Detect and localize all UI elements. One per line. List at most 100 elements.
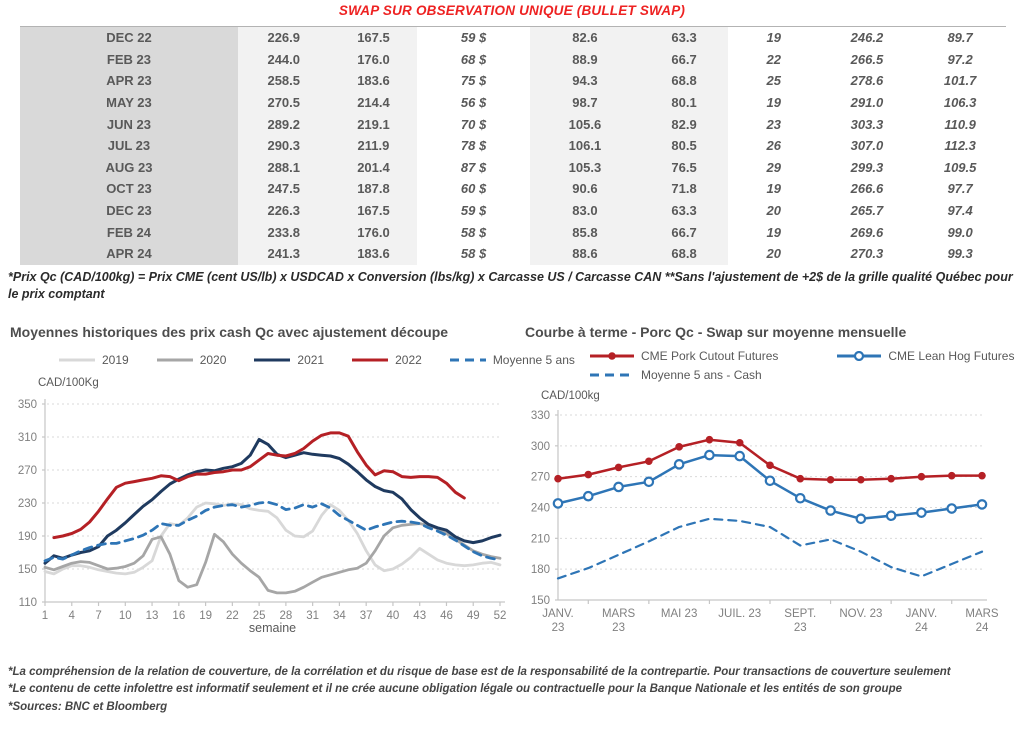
value-cell: 289.2 [237,113,330,135]
value-cell: 68.8 [640,70,728,92]
value-cell: 291.0 [850,95,884,111]
value-cell: 20 [766,246,781,262]
svg-text:37: 37 [360,610,373,622]
value-cell: 241.3 [237,242,330,265]
value-cell: 110.9 [944,116,976,132]
value-cell: 19 [766,181,781,197]
legend-label: Moyenne 5 ans - Cash [641,368,762,382]
svg-text:240: 240 [531,503,550,515]
value-cell: 288.1 [237,156,330,179]
historical-prices-panel: Moyennes historiques des prix cash Qc av… [8,322,575,641]
table-row: MAY 23 270.5 214.4 56 $ 98.7 80.1 19 291.0 106.3 [20,91,1006,114]
svg-text:10: 10 [119,610,132,622]
value-cell: 19 [766,30,781,46]
value-cell: 183.6 [329,70,418,92]
value-cell: 97.4 [947,203,973,219]
svg-text:350: 350 [18,399,37,411]
svg-text:46: 46 [440,610,453,622]
svg-text:52: 52 [494,610,507,622]
legend-label: CME Pork Cutout Futures [641,349,779,363]
value-cell: 97.7 [947,181,973,197]
value-cell: 233.8 [237,221,330,243]
svg-text:JUIL. 23: JUIL. 23 [718,608,761,620]
value-cell: 70 $ [460,116,487,132]
svg-text:semaine: semaine [249,621,296,635]
value-cell: 89.7 [947,30,973,46]
svg-text:270: 270 [18,465,37,477]
legend-item-2020: 2020 [156,353,227,367]
value-cell: 60 $ [460,181,487,197]
table-row: OCT 23 247.5 187.8 60 $ 90.6 71.8 19 266.6 97.7 [20,178,1006,200]
svg-text:190: 190 [18,531,37,543]
value-cell: 303.3 [850,116,884,132]
value-cell: 266.5 [850,51,884,67]
legend-item-2019: 2019 [58,353,129,367]
value-cell: 247.5 [237,178,330,200]
value-cell: 112.3 [944,138,976,154]
line-sample-icon [156,358,193,362]
value-cell: 187.8 [329,178,418,200]
disclaimer-line: *La compréhension de la relation de couv… [8,666,951,678]
svg-text:4: 4 [69,610,76,622]
page-title: SWAP SUR OBSERVATION UNIQUE (BULLET SWAP… [338,3,686,18]
svg-text:23: 23 [794,622,807,634]
value-cell: 219.1 [329,113,418,135]
month-cell: JUN 23 [20,113,238,135]
value-cell: 226.9 [237,26,330,49]
svg-text:MARS: MARS [602,608,636,620]
svg-text:210: 210 [531,533,550,545]
month-cell: APR 23 [20,70,238,92]
value-cell: 29 [766,159,781,175]
svg-text:49: 49 [467,610,480,622]
svg-text:JANV.: JANV. [906,608,938,620]
value-cell: 26 [766,138,781,154]
legend-item-2022: 2022 [351,353,422,367]
legend-label: 2020 [199,353,227,367]
historical-chart-title: Moyennes historiques des prix cash Qc av… [10,324,449,340]
month-cell: AUG 23 [20,156,238,179]
value-cell: 214.4 [329,91,418,114]
svg-text:110: 110 [19,597,37,609]
value-cell: 80.1 [640,91,728,114]
y-axis-unit: CAD/100Kg [38,377,99,389]
svg-text:43: 43 [413,610,426,622]
value-cell: 63.3 [640,26,728,49]
value-cell: 82.6 [529,26,641,49]
value-cell: 266.6 [850,181,884,197]
line-sample-icon [59,358,95,362]
legend-item-moyenne-5-ans: Moyenne 5 ans [449,353,575,367]
month-cell: APR 24 [20,242,238,265]
svg-text:34: 34 [333,610,346,622]
svg-text:13: 13 [146,610,159,622]
value-cell: 87 $ [460,159,487,175]
svg-text:22: 22 [226,610,239,622]
value-cell: 167.5 [329,199,418,222]
svg-text:7: 7 [95,610,101,622]
value-cell: 63.3 [640,199,728,222]
month-cell: OCT 23 [20,178,238,200]
legend-item-pork-cutout: CME Pork Cutout Futures [589,349,778,363]
value-cell: 56 $ [460,95,487,111]
table-row: AUG 23 288.1 201.4 87 $ 105.3 76.5 29 299.3 109.… [20,156,1006,179]
value-cell: 66.7 [640,221,728,243]
value-cell: 98.7 [529,91,641,114]
value-cell: 270.3 [850,246,884,262]
value-cell: 83.0 [529,199,641,222]
forward-curve-panel: Courbe à terme - Porc Qc - Swap sur moye… [523,322,1018,644]
value-cell: 19 [766,95,781,111]
value-cell: 88.9 [529,48,641,71]
month-cell: JUL 23 [20,134,238,157]
value-cell: 82.9 [640,113,728,135]
swap-table: DEC 22 226.9 167.5 59 $82.6 63.3 19 246.2 89.7 F… [20,26,1006,265]
value-cell: 109.5 [943,159,977,175]
value-cell: 258.5 [237,70,330,92]
value-cell: 75 $ [460,73,487,89]
value-cell: 85.8 [529,221,641,243]
value-cell: 58 $ [460,224,487,240]
value-cell: 71.8 [640,178,728,200]
value-cell: 22 [766,51,781,67]
svg-text:25: 25 [253,610,266,622]
line-sample-icon [352,358,389,362]
value-cell: 99.3 [947,246,973,262]
dashed-line-sample-icon [590,373,634,377]
